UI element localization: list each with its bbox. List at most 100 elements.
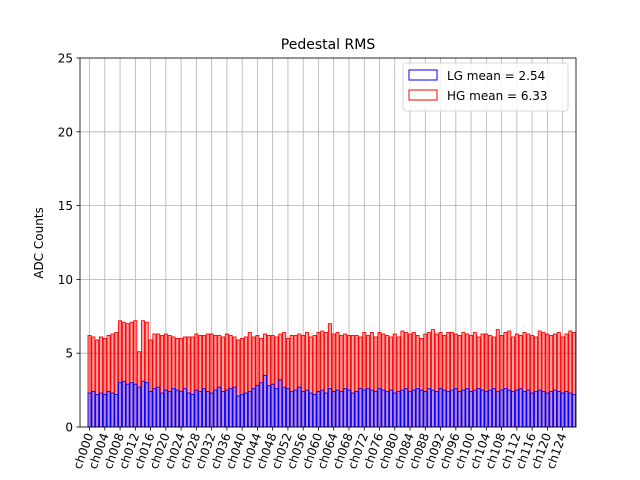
bar-ch095-lg <box>450 389 454 428</box>
bar-ch092-lg <box>438 388 443 428</box>
bar-ch040-lg <box>240 394 245 428</box>
bar-ch012-lg <box>133 383 138 428</box>
bar-ch036-lg <box>224 389 229 428</box>
bar-ch122-lg <box>553 389 557 428</box>
bar-ch082-lg <box>400 389 405 428</box>
bar-ch097-lg <box>457 391 462 428</box>
bar-ch028-lg <box>194 389 199 428</box>
chart-title: Pedestal RMS <box>281 37 376 53</box>
bar-ch050-lg <box>278 379 283 428</box>
bar-ch052-lg <box>285 388 290 428</box>
bar-ch039-lg <box>236 395 241 428</box>
bar-ch116-lg <box>530 392 535 428</box>
bar-ch031-lg <box>205 391 210 428</box>
bar-ch002-lg <box>95 394 100 428</box>
bars-layer <box>87 320 577 428</box>
bar-ch127-lg <box>572 394 577 428</box>
bar-ch123-lg <box>556 391 561 428</box>
y-axis-label: ADC Counts <box>32 207 46 279</box>
bar-ch073-lg <box>366 388 371 428</box>
bar-ch044-lg <box>255 385 260 428</box>
legend-label-hg: HG mean = 6.33 <box>447 89 548 103</box>
bar-ch068-lg <box>347 389 351 428</box>
bar-ch098-lg <box>461 389 466 428</box>
bar-ch076-lg <box>377 388 382 428</box>
y-tick-label: 0 <box>65 421 73 435</box>
bar-ch008-lg <box>118 382 123 428</box>
bar-ch078-lg <box>385 391 390 428</box>
bar-ch056-lg <box>301 391 306 428</box>
bar-ch032-lg <box>209 392 214 428</box>
bar-ch084-lg <box>408 391 413 428</box>
bar-ch075-lg <box>373 391 378 428</box>
bar-ch079-lg <box>388 389 393 428</box>
bar-ch037-lg <box>228 388 233 428</box>
bar-ch023-lg <box>175 389 180 428</box>
bar-ch011-lg <box>129 382 134 428</box>
bar-ch010-lg <box>125 383 130 428</box>
bar-ch019-lg <box>160 392 165 428</box>
y-tick-label: 5 <box>65 347 73 361</box>
bar-ch043-lg <box>251 388 256 428</box>
bar-ch053-lg <box>289 391 294 428</box>
bar-ch014-lg <box>140 380 145 428</box>
bar-ch006-lg <box>110 392 115 428</box>
bar-ch046-lg <box>263 374 268 428</box>
bar-ch110-lg <box>507 389 512 428</box>
bar-ch115-lg <box>526 389 531 428</box>
bar-ch104-lg <box>484 391 489 428</box>
legend: LG mean = 2.54 HG mean = 6.33 <box>402 62 569 112</box>
bar-ch087-lg <box>419 389 424 428</box>
bar-ch119-lg <box>541 391 546 428</box>
bar-ch047-lg <box>266 385 271 428</box>
bar-ch117-lg <box>533 391 538 428</box>
bar-ch114-lg <box>522 391 527 428</box>
bar-ch065-lg <box>335 389 340 428</box>
bar-ch074-lg <box>369 389 374 428</box>
bar-ch029-lg <box>198 391 203 428</box>
bar-ch099-lg <box>465 388 470 428</box>
bar-ch049-lg <box>274 388 279 428</box>
bar-ch067-lg <box>343 388 348 428</box>
bar-ch069-lg <box>350 392 355 428</box>
bar-ch072-lg <box>362 389 367 428</box>
bar-ch103-lg <box>480 389 485 428</box>
bar-ch020-lg <box>163 389 168 428</box>
bar-ch077-lg <box>381 389 386 428</box>
bar-ch120-lg <box>545 392 550 428</box>
bar-ch063-lg <box>327 388 332 428</box>
bar-ch108-lg <box>499 389 504 428</box>
legend-swatch-hg <box>408 89 438 101</box>
legend-label-lg: LG mean = 2.54 <box>447 69 545 83</box>
bar-ch041-lg <box>243 392 248 428</box>
bar-ch033-lg <box>213 389 218 428</box>
bar-ch081-lg <box>396 391 401 428</box>
bar-ch071-lg <box>358 388 363 428</box>
bar-ch001-lg <box>91 391 96 428</box>
bar-ch106-lg <box>491 388 496 428</box>
bar-ch083-lg <box>404 388 409 428</box>
bar-ch126-lg <box>568 392 573 428</box>
bar-ch018-lg <box>156 386 161 428</box>
bar-ch091-lg <box>434 391 439 428</box>
bar-ch125-lg <box>564 391 569 428</box>
bar-ch045-lg <box>259 382 264 428</box>
bar-ch124-lg <box>560 392 565 428</box>
y-tick-label: 10 <box>58 273 73 287</box>
bar-ch026-lg <box>186 392 191 428</box>
bar-ch102-lg <box>476 388 481 428</box>
bar-ch057-lg <box>305 389 309 428</box>
bar-ch000-lg <box>87 392 92 428</box>
bar-ch058-lg <box>308 392 313 428</box>
bar-ch088-lg <box>423 391 428 428</box>
bar-ch093-lg <box>442 389 447 428</box>
bar-ch004-lg <box>102 394 107 428</box>
bar-ch038-lg <box>232 386 237 428</box>
bar-ch027-lg <box>190 394 195 428</box>
bar-ch109-lg <box>503 388 508 428</box>
y-tick-label: 20 <box>58 125 73 139</box>
bar-ch121-lg <box>549 391 554 428</box>
y-tick-label: 25 <box>58 52 73 66</box>
